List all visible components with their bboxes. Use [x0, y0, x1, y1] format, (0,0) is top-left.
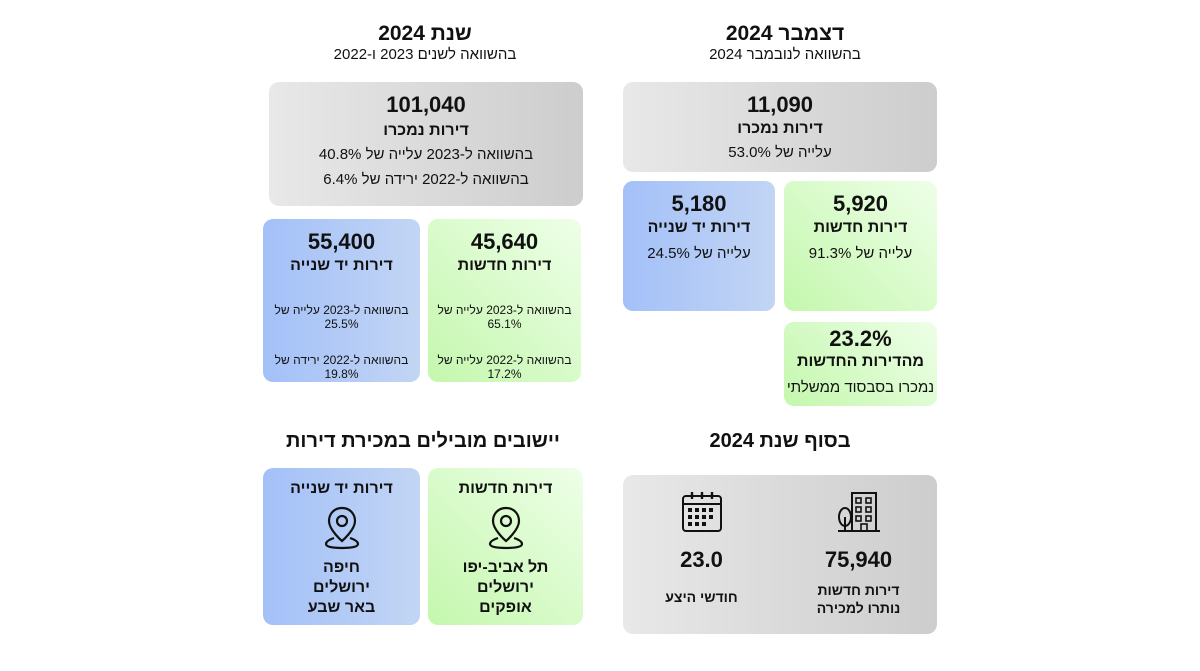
leading-new-city: אופקים	[479, 599, 532, 616]
location-pin-icon	[428, 504, 583, 550]
year-new-value: 45,640	[470, 229, 539, 254]
year-end-months-label: חודשי היצע	[665, 589, 738, 605]
year-end-title: בסוף שנת 2024	[709, 430, 851, 452]
year-second-hand-value: 55,400	[307, 229, 376, 254]
year-end-unsold-line1: דירות חדשות	[817, 582, 900, 598]
year-new-label: דירות חדשות	[457, 257, 552, 274]
year-end-card: 75,940 דירות חדשות נותרו למכירה 23.0 חוד…	[623, 475, 937, 634]
year-total-line1: בהשוואה ל-2023 עלייה של 40.8%	[318, 146, 534, 163]
leading-second-hand-card: דירות יד שנייה חיפה ירושלים באר שבע	[263, 468, 420, 625]
year-end-unsold-value: 75,940	[824, 547, 893, 572]
december-total-value: 11,090	[746, 92, 814, 117]
year-total-label: דירות נמכרו	[383, 122, 469, 139]
calendar-icon	[623, 489, 780, 535]
year-new-card: 45,640 דירות חדשות בהשוואה ל-2023 עלייה …	[428, 219, 581, 382]
december-new-value: 5,920	[832, 191, 889, 216]
december-second-hand-card: 5,180 דירות יד שנייה עלייה של 24.5%	[623, 181, 775, 311]
leading-new-card: דירות חדשות תל אביב-יפו ירושלים אופקים	[428, 468, 583, 625]
year-end-unsold: 75,940 דירות חדשות נותרו למכירה	[780, 489, 937, 617]
year-second-hand-card: 55,400 דירות יד שנייה בהשוואה ל-2023 עלי…	[263, 219, 420, 382]
leading-second-hand-city: ירושלים	[313, 579, 370, 596]
leading-second-hand-label: דירות יד שנייה	[290, 480, 393, 497]
year-header: שנת 2024 בהשוואה לשנים 2023 ו-2022	[320, 22, 530, 63]
december-total-card: 11,090 דירות נמכרו עלייה של 53.0%	[623, 82, 937, 172]
year-new-line2: בהשוואה ל-2022 עלייה של 17.2%	[437, 353, 572, 381]
year-second-hand-line2: בהשוואה ל-2022 ירידה של 19.8%	[274, 353, 409, 381]
leading-new-city: ירושלים	[477, 579, 534, 596]
december-second-hand-label: דירות יד שנייה	[647, 219, 751, 236]
year-title: שנת 2024	[378, 22, 472, 45]
leading-second-hand-city: באר שבע	[307, 599, 376, 616]
year-second-hand-label: דירות יד שנייה	[290, 257, 393, 274]
december-second-hand-value: 5,180	[671, 191, 727, 216]
year-end-months-value: 23.0	[680, 547, 723, 572]
year-total-value: 101,040	[386, 92, 466, 117]
december-title: דצמבר 2024	[725, 22, 845, 45]
year-subtitle: בהשוואה לשנים 2023 ו-2022	[333, 46, 517, 64]
year-end-unsold-line2: נותרו למכירה	[816, 600, 901, 616]
leading-new-label: דירות חדשות	[458, 480, 553, 497]
year-total-card: 101,040 דירות נמכרו בהשוואה ל-2023 עלייה…	[269, 82, 583, 206]
december-subsidy-value: 23.2%	[829, 326, 892, 351]
year-new-line1: בהשוואה ל-2023 עלייה של 65.1%	[437, 303, 572, 331]
december-header: דצמבר 2024 בהשוואה לנובמבר 2024	[680, 22, 890, 63]
december-subsidy-line1: נמכרו בסבסוד ממשלתי	[786, 379, 935, 396]
december-new-line1: עלייה של 91.3%	[808, 245, 913, 262]
december-subsidy-card: 23.2% מהדירות החדשות נמכרו בסבסוד ממשלתי	[784, 322, 937, 406]
december-subtitle: בהשוואה לנובמבר 2024	[709, 46, 861, 64]
december-subsidy-label: מהדירות החדשות	[796, 353, 925, 370]
december-new-card: 5,920 דירות חדשות עלייה של 91.3%	[784, 181, 937, 311]
building-icon	[780, 489, 937, 535]
december-total-line1: עלייה של 53.0%	[728, 144, 832, 161]
leading-second-hand-city: חיפה	[323, 559, 360, 576]
year-total-line2: בהשוואה ל-2022 ירידה של 6.4%	[323, 171, 529, 188]
location-pin-icon	[263, 504, 420, 550]
december-second-hand-line1: עלייה של 24.5%	[647, 245, 751, 262]
december-total-label: דירות נמכרו	[737, 120, 823, 137]
year-second-hand-line1: בהשוואה ל-2023 עלייה של 25.5%	[274, 303, 409, 331]
december-new-label: דירות חדשות	[813, 219, 908, 236]
leading-new-city: תל אביב-יפו	[462, 559, 549, 576]
leading-settlements-title: יישובים מובילים במכירת דירות	[286, 430, 560, 452]
year-end-months: 23.0 חודשי היצע	[623, 489, 780, 605]
